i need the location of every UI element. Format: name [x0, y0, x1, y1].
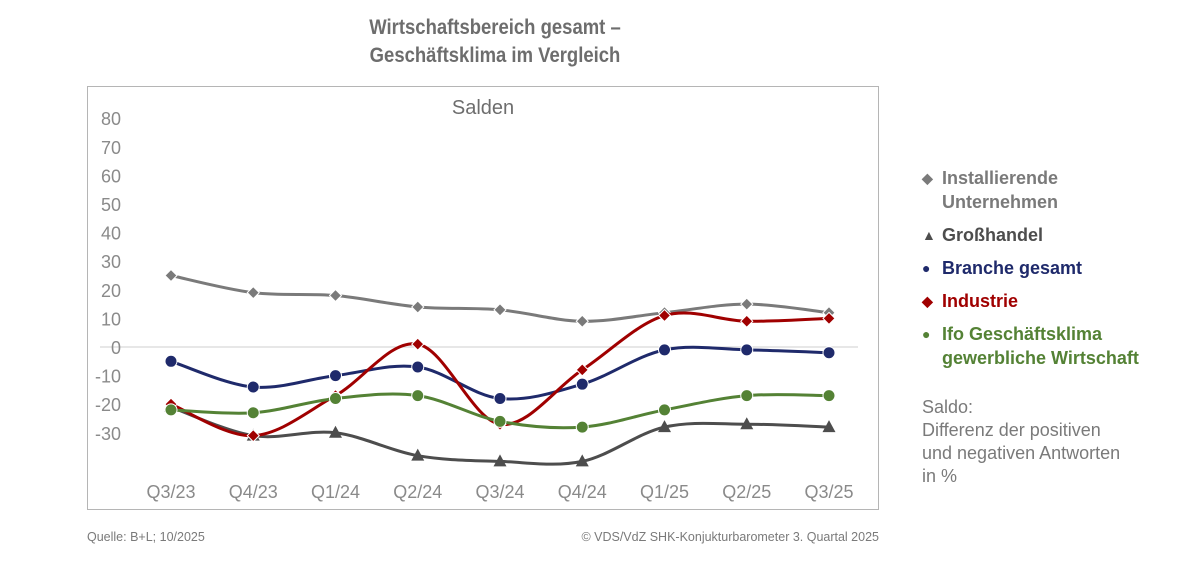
title-line-2: Geschäftsklima im Vergleich: [369, 44, 621, 67]
note-line: und negativen Antworten: [922, 443, 1121, 463]
note-line: Differenz der positiven: [922, 420, 1101, 440]
legend-label: Ifo Geschäftsklima gewerbliche Wirtschaft: [942, 324, 1139, 368]
diamond-marker: [657, 308, 672, 323]
note-line: Saldo:: [922, 397, 974, 417]
circle-marker: [493, 414, 507, 428]
legend-item: ◆ Industrie: [922, 289, 1139, 313]
x-tick-label: Q4/24: [558, 482, 607, 502]
x-tick-label: Q2/25: [722, 482, 771, 502]
y-tick-label: 50: [101, 195, 121, 215]
diamond-marker: [246, 285, 260, 300]
circle-marker: [822, 346, 836, 360]
x-tick-label: Q3/25: [804, 482, 853, 502]
y-tick-label: 70: [101, 138, 121, 158]
triangle-marker: [822, 420, 836, 433]
circle-marker: [246, 380, 260, 394]
source: Quelle: B+L; 10/2025: [87, 530, 205, 544]
circle-marker: [658, 403, 671, 417]
diamond-marker: [740, 314, 754, 328]
triangle-marker: [740, 417, 754, 430]
diamond-marker: [493, 303, 507, 317]
circle-marker: [411, 360, 425, 374]
diamond-marker: [822, 311, 836, 326]
y-tick-label: 30: [101, 252, 121, 272]
circle-marker: [164, 403, 178, 417]
title-line-1: Wirtschaftsbereich gesamt –: [369, 16, 621, 39]
circle-marker: [575, 420, 589, 434]
triangle-marker: [329, 425, 342, 438]
diamond-marker: [740, 297, 754, 311]
y-tick-label: 0: [111, 338, 121, 358]
x-tick-label: Q3/23: [146, 482, 195, 502]
triangle-marker: [575, 454, 589, 467]
circle-marker: [246, 406, 260, 420]
legend-item: ◆ Installierende Unternehmen: [922, 166, 1139, 214]
legend-label: Großhandel: [942, 225, 1044, 245]
circle-marker: [411, 389, 425, 403]
triangle-icon: ▲: [922, 227, 936, 243]
y-tick-label: -10: [95, 367, 121, 387]
circle-marker: [164, 354, 178, 368]
legend-label: Industrie: [942, 291, 1019, 311]
legend-item: ● Branche gesamt: [922, 256, 1139, 280]
circle-marker: [822, 389, 836, 403]
x-tick-label: Q1/25: [640, 482, 689, 502]
diamond-marker: [575, 314, 589, 328]
y-tick-label: -30: [95, 424, 121, 444]
triangle-marker: [493, 454, 507, 467]
x-tick-label: Q2/24: [393, 482, 442, 502]
triangle-marker: [411, 448, 425, 461]
circle-icon: ●: [922, 326, 931, 342]
legend: ◆ Installierende Unternehmen ▲ Großhandel ● Br…: [922, 166, 1139, 379]
diamond-marker: [411, 337, 425, 351]
y-tick-label: -20: [95, 395, 121, 415]
note-line: in %: [922, 466, 958, 486]
diamond-icon: ◆: [922, 293, 933, 309]
circle-marker: [329, 391, 342, 405]
chart-title: Wirtschaftsbereich gesamt – Geschäftskli…: [279, 14, 710, 70]
plot-frame: [87, 86, 879, 510]
diamond-icon: ◆: [922, 170, 933, 186]
legend-item: ▲ Großhandel: [922, 223, 1139, 247]
circle-marker: [493, 391, 507, 405]
y-tick-label: 10: [101, 309, 121, 329]
series-line: [170, 345, 830, 401]
diamond-marker: [246, 428, 260, 443]
legend-label: Installierende Unternehmen: [942, 168, 1059, 212]
x-tick-label: Q4/23: [229, 482, 278, 502]
triangle-marker: [658, 420, 671, 433]
circle-icon: ●: [922, 260, 931, 276]
circle-marker: [575, 377, 589, 391]
x-tick-label: Q3/24: [475, 482, 524, 502]
y-tick-label: 20: [101, 281, 121, 301]
copyright: © VDS/VdZ SHK-Konjukturbarometer 3. Quar…: [581, 530, 879, 544]
circle-marker: [740, 343, 754, 357]
diamond-marker: [328, 288, 343, 303]
y-tick-label: 80: [101, 109, 121, 129]
chart-subtitle: Salden: [452, 97, 514, 119]
x-tick-label: Q1/24: [311, 482, 360, 502]
diamond-marker: [575, 363, 589, 377]
diamond-marker: [411, 300, 425, 314]
circle-marker: [329, 369, 342, 383]
circle-marker: [740, 389, 754, 403]
saldo-note: Saldo: Differenz der positiven und negat…: [922, 396, 1162, 488]
legend-label: Branche gesamt: [942, 258, 1083, 278]
circle-marker: [658, 343, 671, 357]
diamond-marker: [164, 268, 178, 283]
y-tick-label: 60: [101, 166, 121, 186]
y-tick-label: 40: [101, 224, 121, 244]
legend-item: ● Ifo Geschäftsklima gewerbliche Wirtschaf…: [922, 322, 1139, 370]
